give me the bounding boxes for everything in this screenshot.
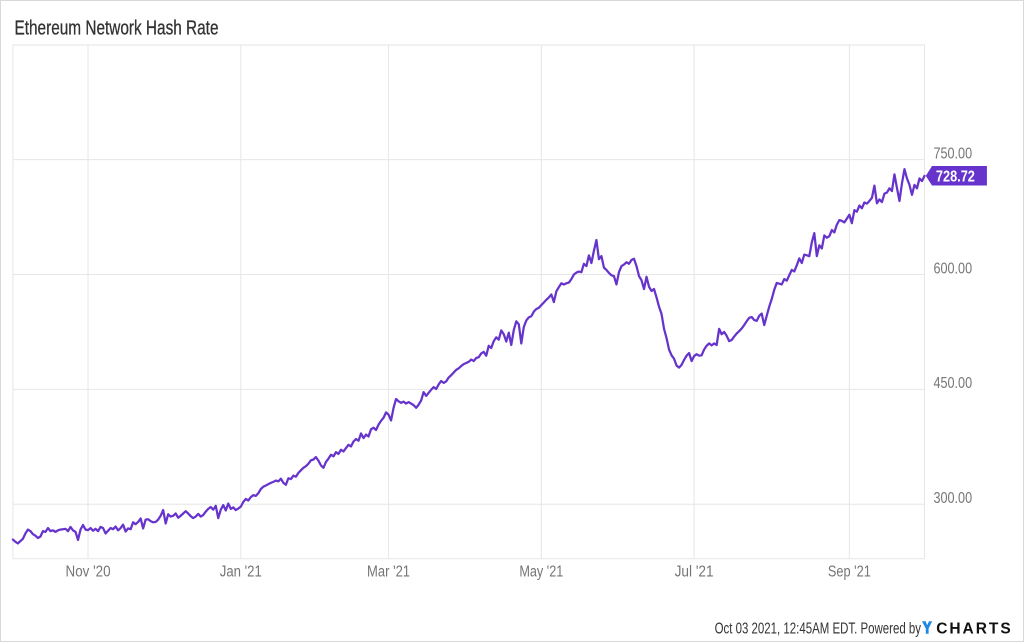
x-axis-label: Jan '21 — [220, 564, 262, 581]
last-value-badge: 728.72 — [925, 165, 987, 186]
chart-footer: Oct 03 2021, 12:45AM EDT. Powered by CHA… — [715, 620, 1011, 637]
x-axis-labels: Nov '20 Jan '21 Mar '21 May '21 Jul '21 Sep '… — [66, 564, 871, 581]
x-axis-label: May '21 — [519, 564, 563, 581]
plot-border — [12, 44, 925, 560]
ycharts-logo-y-icon — [922, 621, 933, 634]
ycharts-logo-charts: CHARTS — [936, 620, 1011, 637]
x-axis-label: Mar '21 — [367, 564, 410, 581]
y-axis-label: 450.00 — [934, 375, 973, 392]
last-value-badge-text: 728.72 — [936, 168, 975, 185]
x-axis-label: Nov '20 — [66, 564, 111, 581]
x-axis-label: Jul '21 — [675, 564, 714, 581]
x-axis-label: Sep '21 — [828, 564, 871, 581]
gridlines — [12, 45, 925, 559]
y-axis-label: 600.00 — [934, 260, 973, 277]
footer-timestamp: Oct 03 2021, 12:45AM EDT. Powered by — [715, 620, 922, 637]
last-value-badge-shape — [925, 165, 987, 186]
y-axis-label: 300.00 — [934, 490, 973, 507]
y-axis-labels: 300.00 450.00 600.00 750.00 — [934, 145, 973, 507]
chart-title: Ethereum Network Hash Rate — [15, 17, 219, 39]
ycharts-logo[interactable]: CHARTS — [922, 620, 1011, 637]
series-line — [11, 168, 926, 545]
y-axis-label: 750.00 — [934, 145, 973, 162]
